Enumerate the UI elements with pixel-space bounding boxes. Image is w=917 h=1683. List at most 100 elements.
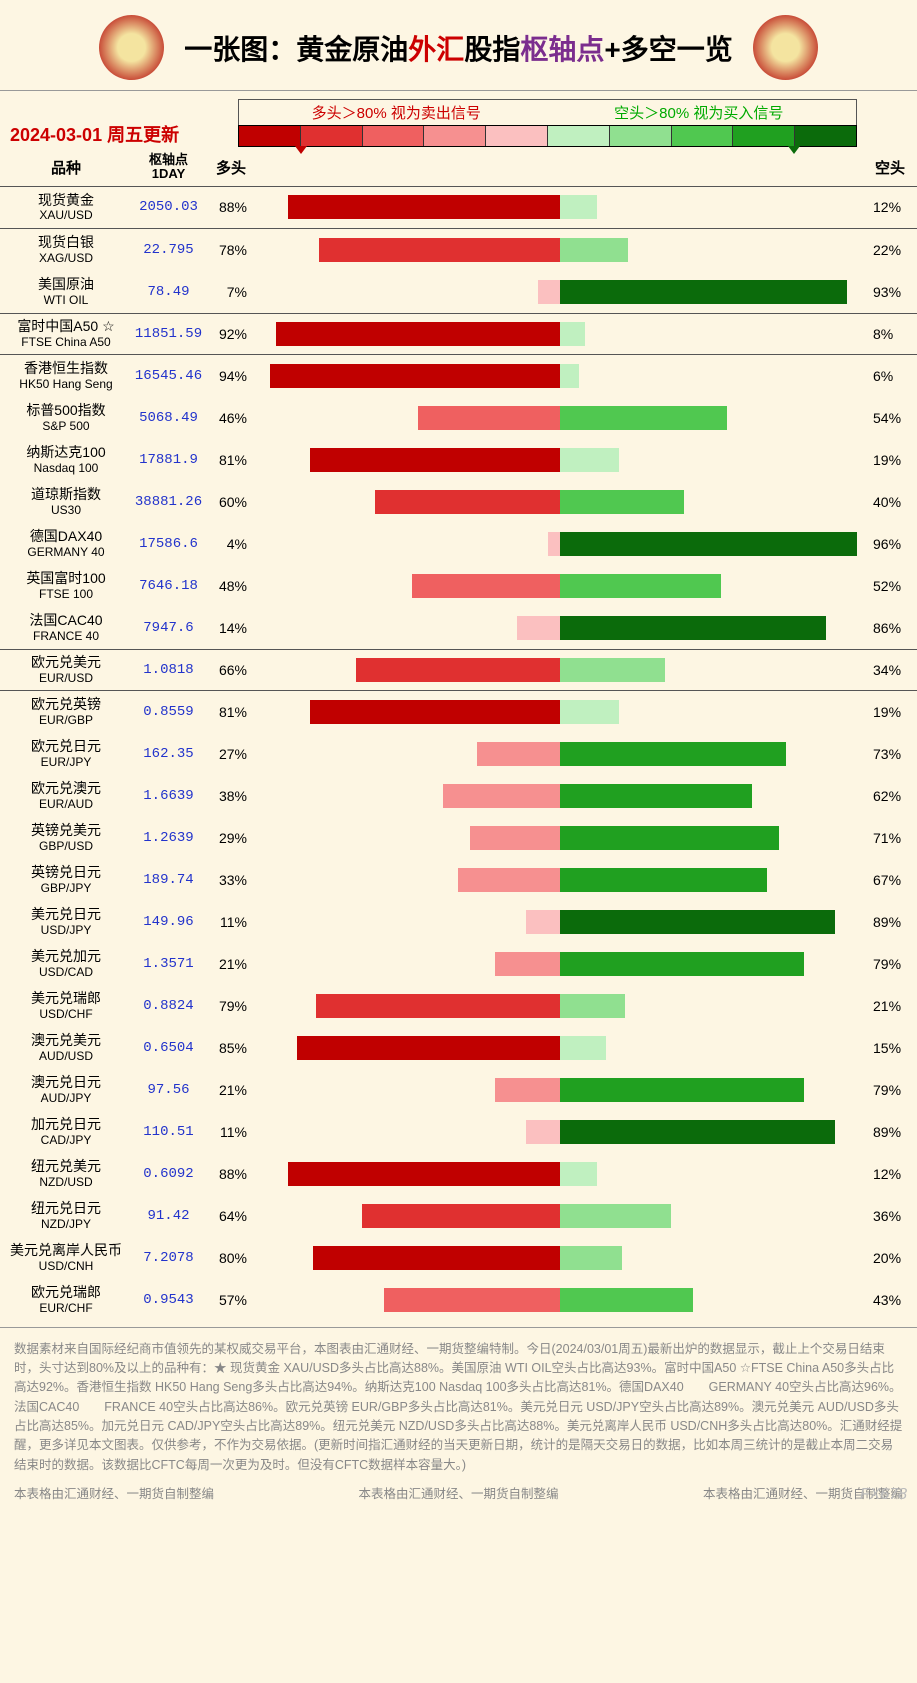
long-percent: 92% xyxy=(211,326,251,342)
instrument-name: 欧元兑澳元 EUR/AUD xyxy=(6,780,126,811)
table-row: 欧元兑美元 EUR/USD 1.0818 66% 34% xyxy=(0,649,917,691)
long-percent: 11% xyxy=(211,1124,251,1140)
table-row: 加元兑日元 CAD/JPY 110.51 11% 89% xyxy=(0,1111,917,1153)
long-percent: 88% xyxy=(211,199,251,215)
long-percent: 88% xyxy=(211,1166,251,1182)
short-percent: 12% xyxy=(869,1166,911,1182)
pivot-value: 7947.6 xyxy=(126,620,211,636)
table-row: 英镑兑日元 GBP/JPY 189.74 33% 67% xyxy=(0,859,917,901)
pivot-value: 91.42 xyxy=(126,1208,211,1224)
short-percent: 22% xyxy=(869,242,911,258)
long-percent: 81% xyxy=(211,452,251,468)
pivot-value: 11851.59 xyxy=(126,326,211,342)
short-percent: 79% xyxy=(869,1082,911,1098)
long-percent: 80% xyxy=(211,1250,251,1266)
sentiment-bar xyxy=(251,406,869,430)
table-row: 现货白银 XAG/USD 22.795 78% 22% xyxy=(0,229,917,271)
instrument-name: 欧元兑美元 EUR/USD xyxy=(6,654,126,685)
instrument-name: 富时中国A50 ☆ FTSE China A50 xyxy=(6,318,126,349)
legend-gradient xyxy=(238,125,857,147)
sentiment-bar xyxy=(251,952,869,976)
footer-note: 数据素材来自国际经纪商市值领先的某权威交易平台，本图表由汇通财经、一期货整编特制… xyxy=(0,1327,917,1480)
sentiment-bar xyxy=(251,1078,869,1102)
table-row: 道琼斯指数 US30 38881.26 60% 40% xyxy=(0,481,917,523)
long-percent: 66% xyxy=(211,662,251,678)
instrument-name: 纽元兑日元 NZD/JPY xyxy=(6,1200,126,1231)
pivot-value: 1.2639 xyxy=(126,830,211,846)
table-row: 香港恒生指数 HK50 Hang Seng 16545.46 94% 6% xyxy=(0,355,917,397)
short-percent: 20% xyxy=(869,1250,911,1266)
sentiment-bar xyxy=(251,1288,869,1312)
long-percent: 14% xyxy=(211,620,251,636)
table-header: 品种 枢轴点 1DAY 多头 空头 xyxy=(0,151,917,187)
short-percent: 96% xyxy=(869,536,911,552)
sentiment-bar xyxy=(251,868,869,892)
pivot-value: 1.6639 xyxy=(126,788,211,804)
sentiment-bar xyxy=(251,826,869,850)
title-seg5: 一览 xyxy=(677,34,733,65)
sentiment-bar xyxy=(251,574,869,598)
long-percent: 38% xyxy=(211,788,251,804)
sentiment-bar xyxy=(251,910,869,934)
meta-row: 2024-03-01 周五更新 多头＞80% 视为卖出信号 空头＞80% 视为买… xyxy=(0,91,917,151)
short-percent: 79% xyxy=(869,956,911,972)
table-row: 澳元兑美元 AUD/USD 0.6504 85% 15% xyxy=(0,1027,917,1069)
sentiment-bar xyxy=(251,616,869,640)
table-row: 美元兑日元 USD/JPY 149.96 11% 89% xyxy=(0,901,917,943)
long-percent: 85% xyxy=(211,1040,251,1056)
legend: 多头＞80% 视为卖出信号 空头＞80% 视为买入信号 xyxy=(238,99,857,147)
sentiment-bar xyxy=(251,658,869,682)
pivot-value: 16545.46 xyxy=(126,368,211,384)
instrument-name: 德国DAX40 GERMANY 40 xyxy=(6,528,126,559)
sentiment-bar xyxy=(251,1246,869,1270)
long-percent: 21% xyxy=(211,956,251,972)
table-row: 欧元兑瑞郎 EUR/CHF 0.9543 57% 43% xyxy=(0,1279,917,1321)
title-seg4: +多空 xyxy=(604,34,676,65)
sentiment-bar xyxy=(251,1036,869,1060)
pivot-value: 22.795 xyxy=(126,242,211,258)
table-row: 纽元兑日元 NZD/JPY 91.42 64% 36% xyxy=(0,1195,917,1237)
sentiment-bar xyxy=(251,280,869,304)
table-row: 英国富时100 FTSE 100 7646.18 48% 52% xyxy=(0,565,917,607)
instrument-name: 加元兑日元 CAD/JPY xyxy=(6,1116,126,1147)
long-percent: 7% xyxy=(211,284,251,300)
sentiment-bar xyxy=(251,784,869,808)
pivot-value: 78.49 xyxy=(126,284,211,300)
instrument-name: 道琼斯指数 US30 xyxy=(6,486,126,517)
instrument-name: 美元兑日元 USD/JPY xyxy=(6,906,126,937)
hdr-long: 多头 xyxy=(211,157,251,178)
short-percent: 86% xyxy=(869,620,911,636)
seal-icon xyxy=(753,15,818,80)
short-percent: 54% xyxy=(869,410,911,426)
title-seg2b: 股指 xyxy=(464,34,520,65)
footer-credits: 本表格由汇通财经、一期货自制整编 本表格由汇通财经、一期货自制整编 本表格由汇通… xyxy=(0,1479,917,1512)
pivot-value: 5068.49 xyxy=(126,410,211,426)
instrument-name: 香港恒生指数 HK50 Hang Seng xyxy=(6,360,126,391)
pivot-value: 0.9543 xyxy=(126,1292,211,1308)
table-row: 美国原油 WTI OIL 78.49 7% 93% xyxy=(0,271,917,313)
pivot-value: 1.3571 xyxy=(126,956,211,972)
sentiment-bar xyxy=(251,490,869,514)
table-row: 现货黄金 XAU/USD 2050.03 88% 12% xyxy=(0,187,917,229)
instrument-name: 澳元兑美元 AUD/USD xyxy=(6,1032,126,1063)
short-percent: 40% xyxy=(869,494,911,510)
instrument-name: 澳元兑日元 AUD/JPY xyxy=(6,1074,126,1105)
instrument-name: 欧元兑日元 EUR/JPY xyxy=(6,738,126,769)
seal-icon xyxy=(99,15,164,80)
page-title: 一张图：黄金原油外汇股指枢轴点+多空一览 xyxy=(184,28,732,68)
hdr-short: 空头 xyxy=(869,157,911,178)
pivot-value: 97.56 xyxy=(126,1082,211,1098)
short-percent: 8% xyxy=(869,326,911,342)
short-percent: 89% xyxy=(869,1124,911,1140)
pivot-value: 0.6504 xyxy=(126,1040,211,1056)
short-percent: 89% xyxy=(869,914,911,930)
pivot-value: 189.74 xyxy=(126,872,211,888)
table-row: 德国DAX40 GERMANY 40 17586.6 4% 96% xyxy=(0,523,917,565)
sentiment-bar xyxy=(251,1162,869,1186)
instrument-name: 美元兑加元 USD/CAD xyxy=(6,948,126,979)
instrument-name: 标普500指数 S&P 500 xyxy=(6,402,126,433)
legend-buy-text: 空头＞80% 视为买入信号 xyxy=(614,102,783,123)
long-percent: 79% xyxy=(211,998,251,1014)
pivot-value: 110.51 xyxy=(126,1124,211,1140)
table-row: 富时中国A50 ☆ FTSE China A50 11851.59 92% 8% xyxy=(0,313,917,355)
